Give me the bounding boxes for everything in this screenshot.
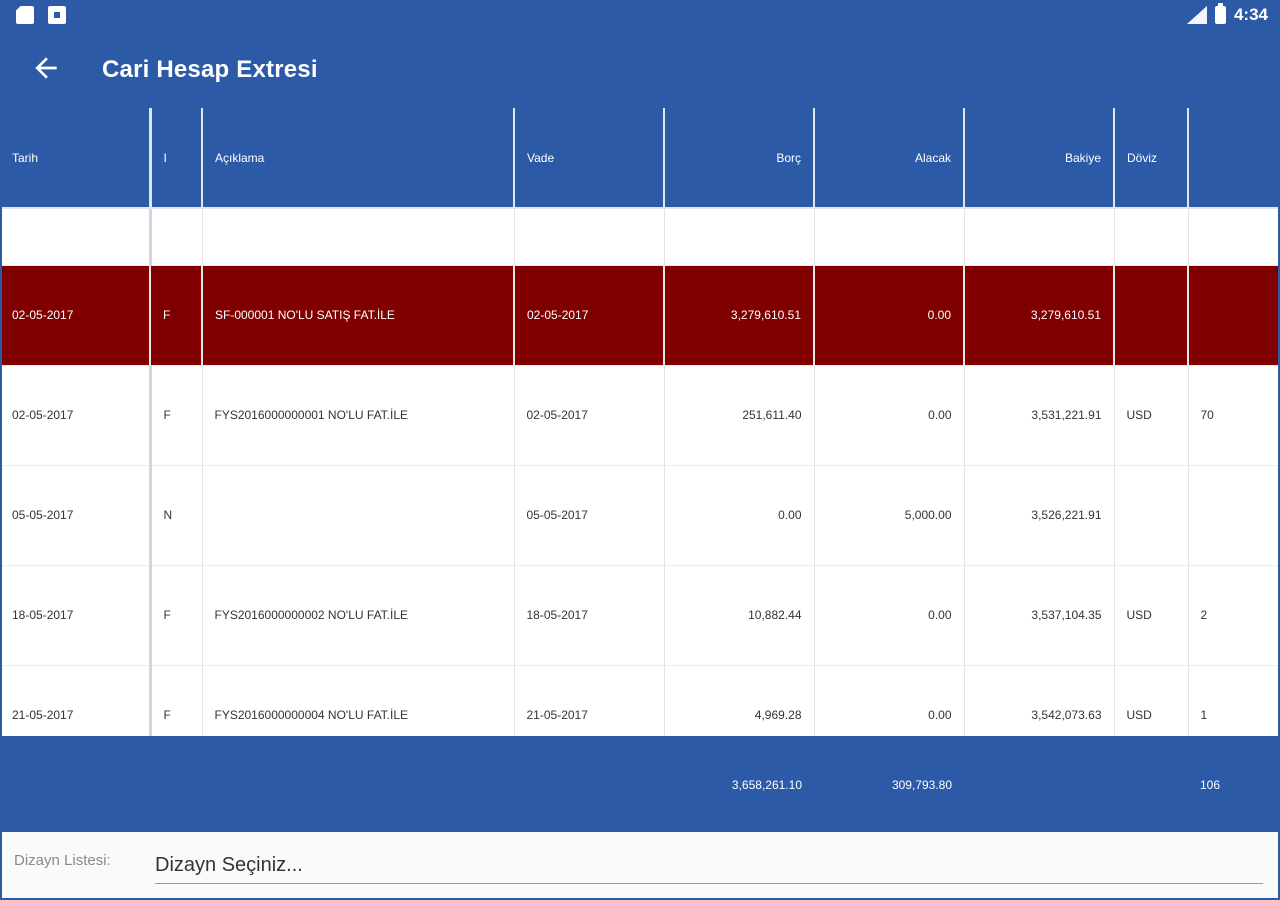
- table-header-row: Tarih I Açıklama Vade Borç Alacak Bakiye…: [0, 108, 1280, 209]
- filter-row[interactable]: [0, 208, 1280, 266]
- cell-alacak: 0.00: [814, 265, 965, 366]
- cell-vade: 05-05-2017: [514, 465, 665, 566]
- table-row-selected[interactable]: 02-05-2017 F SF-000001 NO'LU SATIŞ FAT.İLE…: [0, 265, 1280, 366]
- cell-vade: 21-05-2017: [514, 665, 665, 736]
- cell-vade: 02-05-2017: [514, 265, 665, 366]
- cell-extra: 70: [1188, 365, 1280, 466]
- cell-type: F: [150, 565, 203, 666]
- borc-total: 3,658,261.10: [731, 778, 802, 792]
- column-header-bakiye[interactable]: Bakiye: [964, 108, 1115, 209]
- alacak-total: 309,793.80: [891, 778, 952, 792]
- design-list-label: Dizayn Listesi:: [14, 852, 111, 869]
- design-select[interactable]: Dizayn Seçiniz...: [155, 850, 1263, 884]
- cell-aciklama: SF-000001 NO'LU SATIŞ FAT.İLE: [202, 265, 515, 366]
- table-row[interactable]: 05-05-2017 N 05-05-2017 0.00 5,000.00 3,526,2…: [0, 465, 1280, 566]
- cell-tarih: 05-05-2017: [0, 465, 152, 566]
- table-row[interactable]: 21-05-2017 F FYS2016000000004 NO'LU FAT.İL…: [0, 665, 1280, 736]
- sd-card-icon: [16, 6, 34, 24]
- cell-type: N: [150, 465, 203, 566]
- column-header-alacak[interactable]: Alacak: [814, 108, 965, 209]
- filter-cell[interactable]: [150, 208, 203, 266]
- cell-borc: 0.00: [664, 465, 815, 566]
- table-row[interactable]: 18-05-2017 F FYS2016000000002 NO'LU FAT.İL…: [0, 565, 1280, 666]
- download-box-icon: [48, 6, 66, 24]
- column-header-borc[interactable]: Borç: [664, 108, 815, 209]
- cell-extra: [1188, 465, 1280, 566]
- totals-footer: 3,658,261.10 309,793.80 106: [0, 736, 1280, 832]
- cell-bakiye: 3,279,610.51: [964, 265, 1115, 366]
- cell-type: F: [150, 665, 203, 736]
- cell-extra: [1188, 265, 1280, 366]
- filter-cell[interactable]: [202, 208, 515, 266]
- cell-borc: 10,882.44: [664, 565, 815, 666]
- statement-table: Tarih I Açıklama Vade Borç Alacak Bakiye…: [0, 108, 1280, 736]
- cell-borc: 3,279,610.51: [664, 265, 815, 366]
- cell-type: F: [150, 365, 203, 466]
- filter-cell[interactable]: [514, 208, 665, 266]
- cell-bakiye: 3,526,221.91: [964, 465, 1115, 566]
- design-list-bar: Dizayn Listesi: Dizayn Seçiniz...: [0, 832, 1280, 900]
- filter-cell[interactable]: [0, 208, 152, 266]
- cell-bakiye: 3,537,104.35: [964, 565, 1115, 666]
- filter-cell[interactable]: [1114, 208, 1189, 266]
- cell-extra: 2: [1188, 565, 1280, 666]
- status-bar: 4:34: [0, 0, 1280, 32]
- cell-borc: 4,969.28: [664, 665, 815, 736]
- cell-vade: 18-05-2017: [514, 565, 665, 666]
- cell-tarih: 21-05-2017: [0, 665, 152, 736]
- cell-bakiye: 3,542,073.63: [964, 665, 1115, 736]
- extra-total: 106: [1200, 778, 1221, 792]
- column-header-tarih[interactable]: Tarih: [0, 108, 152, 209]
- cell-extra: 1: [1188, 665, 1280, 736]
- arrow-left-icon: [35, 57, 57, 79]
- cell-tarih: 02-05-2017: [0, 365, 152, 466]
- app-bar: Cari Hesap Extresi: [0, 32, 1280, 108]
- column-header-extra[interactable]: [1188, 108, 1280, 209]
- filter-cell[interactable]: [814, 208, 965, 266]
- column-header-aciklama[interactable]: Açıklama: [202, 108, 515, 209]
- filter-cell[interactable]: [1188, 208, 1280, 266]
- cell-type: F: [150, 265, 203, 366]
- cell-aciklama: FYS2016000000004 NO'LU FAT.İLE: [202, 665, 515, 736]
- cell-doviz: USD: [1114, 565, 1189, 666]
- signal-icon: [1186, 6, 1207, 24]
- cell-aciklama: [202, 465, 515, 566]
- cell-borc: 251,611.40: [664, 365, 815, 466]
- cell-doviz: USD: [1114, 365, 1189, 466]
- column-header-doviz[interactable]: Döviz: [1114, 108, 1189, 209]
- cell-tarih: 02-05-2017: [0, 265, 151, 366]
- column-header-vade[interactable]: Vade: [514, 108, 665, 209]
- cell-doviz: [1114, 465, 1189, 566]
- page-title: Cari Hesap Extresi: [102, 56, 318, 83]
- cell-alacak: 0.00: [814, 565, 965, 666]
- cell-bakiye: 3,531,221.91: [964, 365, 1115, 466]
- cell-alacak: 0.00: [814, 365, 965, 466]
- cell-aciklama: FYS2016000000001 NO'LU FAT.İLE: [202, 365, 515, 466]
- cell-alacak: 5,000.00: [814, 465, 965, 566]
- cell-aciklama: FYS2016000000002 NO'LU FAT.İLE: [202, 565, 515, 666]
- table-row[interactable]: 02-05-2017 F FYS2016000000001 NO'LU FAT.İL…: [0, 365, 1280, 466]
- cell-doviz: USD: [1114, 665, 1189, 736]
- filter-cell[interactable]: [664, 208, 815, 266]
- cell-doviz: [1114, 265, 1189, 366]
- filter-cell[interactable]: [964, 208, 1115, 266]
- status-time: 4:34: [1233, 5, 1268, 24]
- battery-icon: [1214, 3, 1226, 24]
- cell-alacak: 0.00: [814, 665, 965, 736]
- column-header-i[interactable]: I: [150, 108, 203, 209]
- cell-vade: 02-05-2017: [514, 365, 665, 466]
- cell-tarih: 18-05-2017: [0, 565, 152, 666]
- back-button[interactable]: [30, 52, 62, 84]
